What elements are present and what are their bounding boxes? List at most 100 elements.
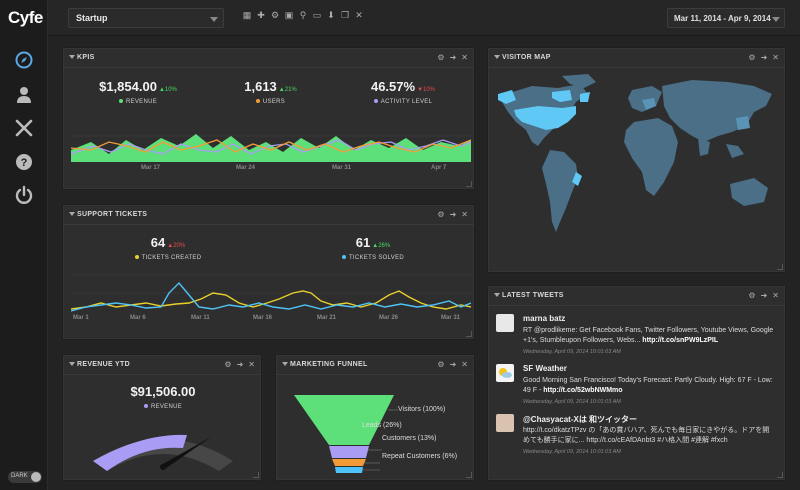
tweet-item[interactable]: marna batz RT @prodlikeme: Get Facebook … xyxy=(496,314,786,360)
widget-title: KPIS xyxy=(69,54,95,61)
date-range-picker[interactable]: Mar 11, 2014 - Apr 9, 2014 xyxy=(667,8,785,28)
funnel-label: Visitors (100%) xyxy=(398,406,446,413)
export-arrow-icon[interactable]: ➜ xyxy=(760,291,768,300)
compass-icon[interactable] xyxy=(14,50,34,70)
export-arrow-icon[interactable]: ➜ xyxy=(236,360,244,369)
metric-value: 1,613 xyxy=(244,79,277,94)
close-icon[interactable]: ✕ xyxy=(248,360,255,369)
map-medium xyxy=(642,98,750,130)
tools-icon[interactable] xyxy=(14,118,34,138)
tweet-item[interactable]: @Chasyacat-Xは 和ツイッター http://t.co/dkatzTP… xyxy=(496,414,786,460)
x-tick-label: Mar 21 xyxy=(317,315,337,321)
copy-icon[interactable]: ❐ xyxy=(340,10,350,20)
gear-icon[interactable]: ⚙ xyxy=(270,10,280,20)
kpi-trend-chart xyxy=(71,134,471,162)
metric-delta: ▲26% xyxy=(372,243,391,249)
gear-icon[interactable]: ⚙ xyxy=(224,360,232,369)
gauge-hub xyxy=(160,464,166,470)
dark-mode-toggle[interactable]: DARK xyxy=(8,471,42,483)
metric-value: 64 xyxy=(150,235,166,250)
close-icon[interactable]: ✕ xyxy=(772,53,779,62)
widget-header[interactable]: MARKETING FUNNEL ⚙ ➜ ✕ xyxy=(276,355,474,375)
metric-delta: ▲20% xyxy=(167,243,186,249)
map-land xyxy=(502,74,772,232)
close-icon[interactable]: ✕ xyxy=(461,53,468,62)
monitor-icon[interactable]: ▭ xyxy=(312,10,322,20)
gear-icon[interactable]: ⚙ xyxy=(748,291,756,300)
chevron-down-icon xyxy=(772,17,780,22)
resize-handle[interactable] xyxy=(777,264,783,270)
close-icon[interactable]: ✕ xyxy=(461,360,468,369)
funnel-stage-visitors xyxy=(294,395,394,445)
widget-header[interactable]: VISITOR MAP ⚙ ➜ ✕ xyxy=(488,48,785,68)
users-line xyxy=(71,139,471,153)
export-arrow-icon[interactable]: ➜ xyxy=(449,210,457,219)
widget-header[interactable]: KPIS ⚙ ➜ ✕ xyxy=(63,48,474,68)
kpi-activity: 46.57% ▼10% ACTIVITY LEVEL xyxy=(353,78,453,105)
map-highlight xyxy=(498,90,590,186)
tweet-time: Wednesday, April 09, 2014 10:01:03 AM xyxy=(523,449,621,455)
avatar[interactable] xyxy=(496,314,514,332)
visitor-map-widget: VISITOR MAP ⚙ ➜ ✕ xyxy=(487,47,786,273)
gear-icon[interactable]: ⚙ xyxy=(437,360,445,369)
metric-label: ACTIVITY LEVEL xyxy=(380,99,433,105)
widget-title: VISITOR MAP xyxy=(494,54,551,61)
link-icon[interactable]: ⚲ xyxy=(299,10,307,20)
export-arrow-icon[interactable]: ➜ xyxy=(449,53,457,62)
tweet-link[interactable]: http://t.co/52wbNWMmo xyxy=(543,387,623,394)
user-icon[interactable] xyxy=(14,85,34,105)
revenue-area xyxy=(71,134,471,162)
metric-value: $91,506.00 xyxy=(130,384,196,399)
grid-icon[interactable]: ▦ xyxy=(242,10,252,20)
gear-icon[interactable]: ⚙ xyxy=(748,53,756,62)
tickets-created: 64 ▲20% TICKETS CREATED xyxy=(113,234,223,261)
download-icon[interactable]: ⬇ xyxy=(327,10,335,20)
metric-label: USERS xyxy=(262,99,286,105)
x-tick-label: Mar 17 xyxy=(141,165,161,171)
metric-delta: ▲10% xyxy=(158,87,177,93)
x-tick-label: Mar 16 xyxy=(253,315,273,321)
resize-handle[interactable] xyxy=(777,472,783,478)
close-icon[interactable]: ✕ xyxy=(461,210,468,219)
tweet-author[interactable]: SF Weather xyxy=(523,364,567,373)
funnel-label: Leads (26%) xyxy=(362,422,402,429)
resize-handle[interactable] xyxy=(466,472,472,478)
close-icon[interactable]: ✕ xyxy=(355,10,363,20)
toolbar: ▦ ✚ ⚙ ▣ ⚲ ▭ ⬇ ❐ ✕ xyxy=(242,10,364,26)
resize-handle[interactable] xyxy=(466,181,472,187)
funnel-stage-leads xyxy=(329,446,369,458)
tickets-chart xyxy=(71,274,471,312)
tweet-link[interactable]: http://t.co/snPW9LzPIL xyxy=(642,337,719,344)
dashboard-select[interactable]: Startup xyxy=(68,8,224,28)
funnel-chart xyxy=(294,395,398,473)
tweet-author[interactable]: marna batz xyxy=(523,314,566,323)
logo: Cyfe xyxy=(8,8,43,27)
resize-handle[interactable] xyxy=(253,472,259,478)
export-arrow-icon[interactable]: ➜ xyxy=(760,53,768,62)
widget-header[interactable]: REVENUE YTD ⚙ ➜ ✕ xyxy=(63,355,261,375)
tickets-solved-line xyxy=(71,281,471,312)
image-icon[interactable]: ▣ xyxy=(284,10,294,20)
resize-handle[interactable] xyxy=(466,331,472,337)
tweet-text: Good Morning San Francisco! Today's Fore… xyxy=(523,377,773,394)
top-bar: Startup ▦ ✚ ⚙ ▣ ⚲ ▭ ⬇ ❐ ✕ Mar 11, 2014 -… xyxy=(48,0,800,36)
close-icon[interactable]: ✕ xyxy=(772,291,779,300)
widget-header[interactable]: SUPPORT TICKETS ⚙ ➜ ✕ xyxy=(63,205,474,225)
gauge-needle xyxy=(161,437,211,469)
kpi-revenue: $1,854.00 ▲10% REVENUE xyxy=(83,78,193,105)
export-arrow-icon[interactable]: ➜ xyxy=(449,360,457,369)
widget-header[interactable]: LATEST TWEETS ⚙ ➜ ✕ xyxy=(488,286,785,306)
metric-label: REVENUE xyxy=(150,404,183,410)
power-icon[interactable] xyxy=(14,185,34,205)
widget-title: LATEST TWEETS xyxy=(494,292,564,299)
tweet-author[interactable]: @Chasyacat-Xは 和ツイッター xyxy=(523,415,638,424)
gear-icon[interactable]: ⚙ xyxy=(437,210,445,219)
tweet-text: http://t.co/dkatzTPzv の「あの賞バハア、死んでも毎日家にき… xyxy=(523,427,770,444)
plus-icon[interactable]: ✚ xyxy=(257,10,265,20)
gear-icon[interactable]: ⚙ xyxy=(437,53,445,62)
help-icon[interactable]: ? xyxy=(14,152,34,172)
avatar[interactable] xyxy=(496,414,514,432)
metric-value: 61 xyxy=(355,235,371,250)
avatar[interactable] xyxy=(496,364,514,382)
tweet-item[interactable]: SF Weather Good Morning San Francisco! T… xyxy=(496,364,786,410)
